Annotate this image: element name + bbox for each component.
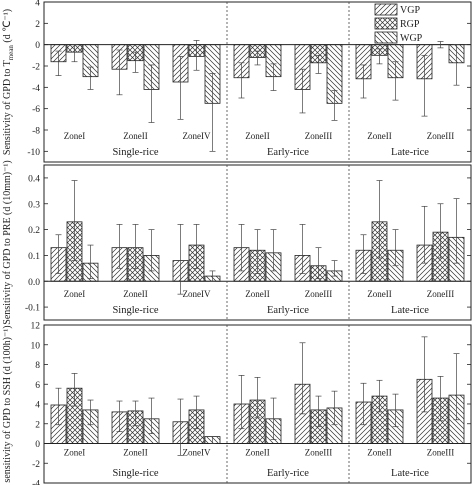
y-tick-label: 0.4 xyxy=(28,174,40,184)
y-tick-label: 0.3 xyxy=(28,200,40,210)
category-label: ZoneIV xyxy=(183,448,211,458)
category-label: ZoneIII xyxy=(427,289,454,299)
category-label: ZoneII xyxy=(245,289,270,299)
group-label: Late-rice xyxy=(391,305,429,316)
y-tick-label: -2 xyxy=(32,460,40,470)
y-tick-label: 12 xyxy=(31,322,41,332)
y-tick-label: -4 xyxy=(32,480,40,485)
group-label: Single-rice xyxy=(112,147,158,158)
y-tick-label: 6 xyxy=(35,381,40,391)
y-tick-label: -4 xyxy=(32,84,40,94)
y-axis-title: Sensitivity of GPD to PRE (d (10mm)⁻¹) xyxy=(2,160,13,324)
y-tick-label: -2 xyxy=(32,63,40,73)
legend-swatch-rgp xyxy=(374,17,398,30)
category-label: ZoneIII xyxy=(305,448,332,458)
category-label: ZoneIII xyxy=(427,448,454,458)
y-tick-label: 0.0 xyxy=(28,278,40,288)
y-tick-label: 4 xyxy=(35,401,40,411)
y-tick-label: 2 xyxy=(35,420,40,430)
group-label: Single-rice xyxy=(112,468,158,479)
plot-frame xyxy=(43,1,472,163)
category-label: ZoneII xyxy=(367,448,392,458)
legend-swatch-wgp xyxy=(374,31,398,44)
y-tick-label: 0.2 xyxy=(28,226,40,236)
category-label: ZoneII xyxy=(123,289,148,299)
y-axis-title: sensitivity of GPD to SSH (d (100h)⁻¹) xyxy=(2,325,13,482)
category-label: ZoneI xyxy=(64,448,86,458)
category-label: ZoneIV xyxy=(183,289,211,299)
category-label: ZoneI xyxy=(64,289,86,299)
category-label: ZoneIV xyxy=(183,131,211,141)
y-tick-label: 4 xyxy=(35,0,40,9)
category-label: ZoneIII xyxy=(427,131,454,141)
category-label: ZoneII xyxy=(367,289,392,299)
group-label: Early-rice xyxy=(267,147,309,158)
category-label: ZoneII xyxy=(245,131,270,141)
chart-panel-2: 0.4 0.3 0.2 0.1 0.0 -0.1 ZoneI ZoneII ZoneIV Zone… xyxy=(2,160,472,325)
category-label: ZoneIII xyxy=(305,131,332,141)
plot-frame xyxy=(43,164,472,321)
y-tick-label: 0 xyxy=(35,41,40,51)
group-label: Early-rice xyxy=(267,468,309,479)
legend: VGP RGP WGP xyxy=(374,3,423,44)
group-label: Late-rice xyxy=(391,147,429,158)
y-tick-label: -0.1 xyxy=(25,304,40,314)
y-tick-label: 8 xyxy=(35,361,40,371)
group-label: Early-rice xyxy=(267,305,309,316)
y-tick-label: -10 xyxy=(27,148,40,158)
group-label: Late-rice xyxy=(391,468,429,479)
category-label: ZoneI xyxy=(64,131,86,141)
y-tick-label: 0.1 xyxy=(28,252,40,262)
y-tick-label: 10 xyxy=(31,341,41,351)
category-label: ZoneII xyxy=(245,448,270,458)
y-tick-label: 2 xyxy=(35,20,40,30)
legend-label-vgp: VGP xyxy=(400,5,420,16)
legend-label-rgp: RGP xyxy=(400,19,420,30)
chart-panel-1: 4 2 0 -2 -4 -6 -8 -10 ZoneI ZoneII ZoneIV ZoneII Zon… xyxy=(2,0,472,163)
category-label: ZoneIII xyxy=(305,289,332,299)
category-label: ZoneII xyxy=(123,448,148,458)
category-label: ZoneII xyxy=(367,131,392,141)
y-tick-label: -8 xyxy=(32,127,40,137)
category-label: ZoneII xyxy=(123,131,148,141)
y-axis-title: Sensitivity of GPD to Tmean (d ℃⁻¹) xyxy=(2,9,15,155)
legend-swatch-vgp xyxy=(374,3,398,16)
chart-panel-3: 12 10 8 6 4 2 0 -2 -4 ZoneI ZoneII ZoneIV ZoneII Zone… xyxy=(2,322,472,485)
y-tick-label: 0 xyxy=(35,440,40,450)
y-tick-label: -6 xyxy=(32,105,40,115)
group-label: Single-rice xyxy=(112,305,158,316)
legend-label-wgp: WGP xyxy=(400,33,423,44)
